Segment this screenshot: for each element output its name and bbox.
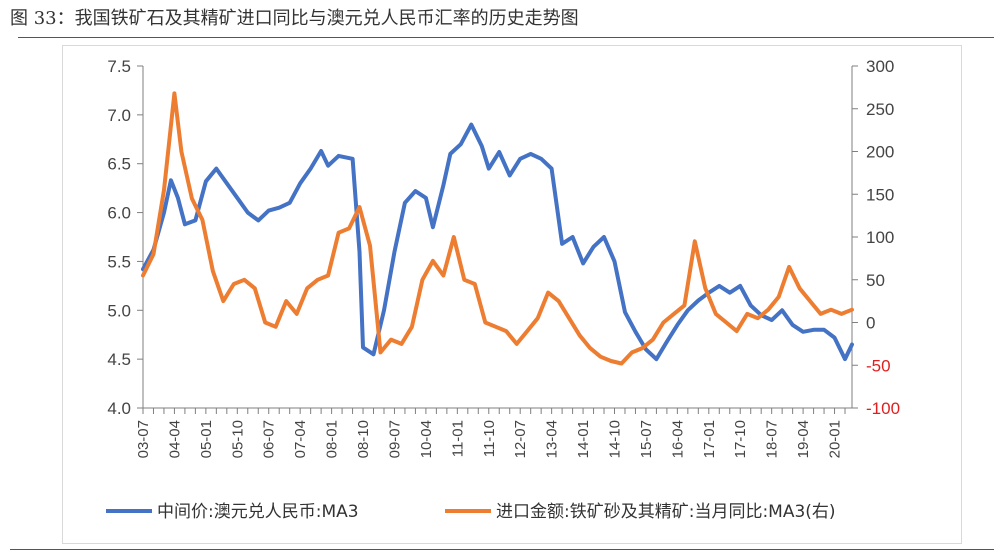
x-tick-label: 11-01 — [449, 420, 466, 457]
x-tick-label: 14-01 — [575, 420, 592, 458]
right-tick-label: 100 — [866, 228, 894, 247]
right-axis: 300 250 200 150 100 50 0 -50 -100 — [851, 57, 900, 418]
left-tick-label: 7.5 — [107, 57, 131, 76]
x-tick-label: 07-04 — [292, 420, 309, 458]
x-tick-label: 06-07 — [261, 420, 278, 458]
right-tick-label: 250 — [866, 100, 894, 119]
left-tick-label: 5.5 — [107, 252, 131, 271]
x-tick-label: 05-10 — [229, 420, 246, 458]
x-tick-label: 03-07 — [135, 420, 152, 458]
x-tick-label: 11-10 — [481, 420, 498, 457]
left-tick-label: 7.0 — [107, 106, 131, 125]
series-line-2 — [141, 91, 854, 366]
series-layer — [141, 91, 854, 366]
legend-label-1: 中间价:澳元兑人民币:MA3 — [157, 502, 359, 522]
left-tick-label: 4.5 — [107, 350, 131, 369]
x-tick-label: 05-01 — [198, 420, 215, 458]
x-axis: 03-07 04-04 05-01 05-10 06-07 07-04 08-01 08-10… — [135, 407, 852, 458]
x-tick-label: 20-01 — [827, 420, 844, 458]
left-tick-label: 4.0 — [107, 399, 131, 418]
x-tick-label: 16-04 — [669, 420, 686, 458]
legend-label-2: 进口金额:铁矿砂及其精矿:当月同比:MA3(右) — [496, 502, 836, 522]
chart-frame — [62, 45, 962, 544]
right-tick-label: 200 — [866, 143, 894, 162]
x-tick-label: 18-07 — [764, 420, 781, 458]
legend: 中间价:澳元兑人民币:MA3 进口金额:铁矿砂及其精矿:当月同比:MA3(右) — [106, 502, 836, 522]
x-tick-label: 09-07 — [386, 420, 403, 458]
x-tick-label: 12-07 — [512, 420, 529, 458]
left-tick-label: 6.5 — [107, 155, 131, 174]
right-tick-label: 300 — [866, 57, 894, 76]
bottom-rule — [10, 549, 994, 550]
right-tick-label: -50 — [866, 356, 891, 375]
title-rule — [18, 37, 994, 38]
right-tick-label: -100 — [866, 399, 900, 418]
right-tick-label: 50 — [866, 271, 885, 290]
x-tick-label: 17-01 — [701, 420, 718, 458]
left-axis: 4.0 4.5 5.0 5.5 6.0 6.5 7.0 7.5 — [107, 57, 144, 418]
right-tick-label: 150 — [866, 185, 894, 204]
right-tick-label: 0 — [866, 314, 875, 333]
left-tick-label: 5.0 — [107, 301, 131, 320]
x-tick-label: 04-04 — [166, 420, 183, 458]
x-tick-label: 10-04 — [418, 420, 435, 458]
x-tick-label: 19-04 — [795, 420, 812, 458]
x-tick-label: 13-04 — [544, 420, 561, 458]
x-tick-label: 08-10 — [355, 420, 372, 458]
x-tick-label: 08-01 — [324, 420, 341, 458]
x-tick-label: 15-07 — [638, 420, 655, 458]
figure-title: 图 33：我国铁矿石及其精矿进口同比与澳元兑人民币汇率的历史走势图 — [10, 8, 579, 29]
x-tick-label: 17-10 — [732, 420, 749, 458]
series-line-1 — [141, 122, 854, 362]
left-tick-label: 6.0 — [107, 204, 131, 223]
x-tick-label: 14-10 — [607, 420, 624, 458]
